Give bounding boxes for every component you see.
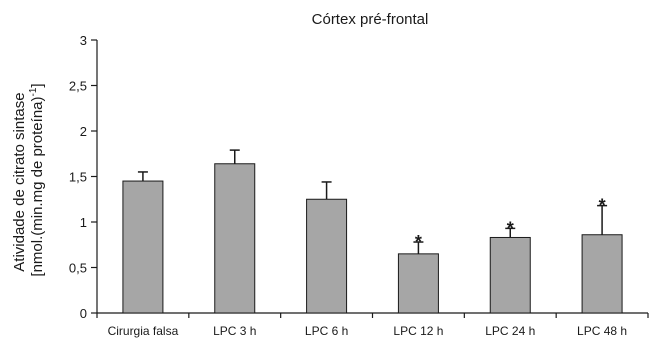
y-axis-label-line2-sup: -1	[28, 87, 39, 96]
bar-2	[214, 163, 256, 314]
axes: 0 0,5 1 1,5 2 2,5 3	[69, 33, 649, 321]
x-tick-label: LPC 6 h	[305, 324, 348, 338]
chart-title: Córtex pré-frontal	[312, 11, 429, 28]
y-axis-label-line2-end: ]	[29, 83, 46, 87]
y-tick-label: 3	[80, 33, 87, 48]
y-axis-label-line2: [nmol.(min.mg de proteína)-1]	[28, 83, 46, 276]
y-tick-label: 0,5	[69, 261, 87, 276]
significance-marker-5: *	[507, 218, 514, 238]
bar-3	[306, 198, 348, 314]
bar-1	[122, 180, 164, 314]
y-tick-label: 2,5	[69, 79, 87, 94]
bars: Cirurgia falsa LPC 3 h LPC 6 h * LPC 12 h * LP…	[108, 149, 627, 338]
y-tick-label: 2	[80, 124, 87, 139]
y-axis-label-line1: Atividade de citrato sintase	[11, 92, 28, 271]
y-axis-label-line2-main: [nmol.(min.mg de proteína)	[29, 97, 46, 277]
y-tick-label: 1,5	[69, 170, 87, 185]
bar-5	[489, 236, 531, 314]
x-tick-label: Cirurgia falsa	[108, 324, 179, 338]
bar-4	[397, 253, 439, 314]
significance-marker-4: *	[415, 232, 422, 252]
y-axis-label: Atividade de citrato sintase [nmol.(min.…	[11, 83, 46, 276]
x-tick-label: LPC 12 h	[393, 324, 443, 338]
x-tick-label: LPC 48 h	[577, 324, 627, 338]
x-tick-label: LPC 24 h	[485, 324, 535, 338]
y-tick-label: 0	[80, 306, 87, 321]
bar-6	[581, 234, 623, 314]
y-tick-label: 1	[80, 215, 87, 230]
x-tick-label: LPC 3 h	[213, 324, 256, 338]
significance-marker-6: *	[599, 196, 606, 216]
